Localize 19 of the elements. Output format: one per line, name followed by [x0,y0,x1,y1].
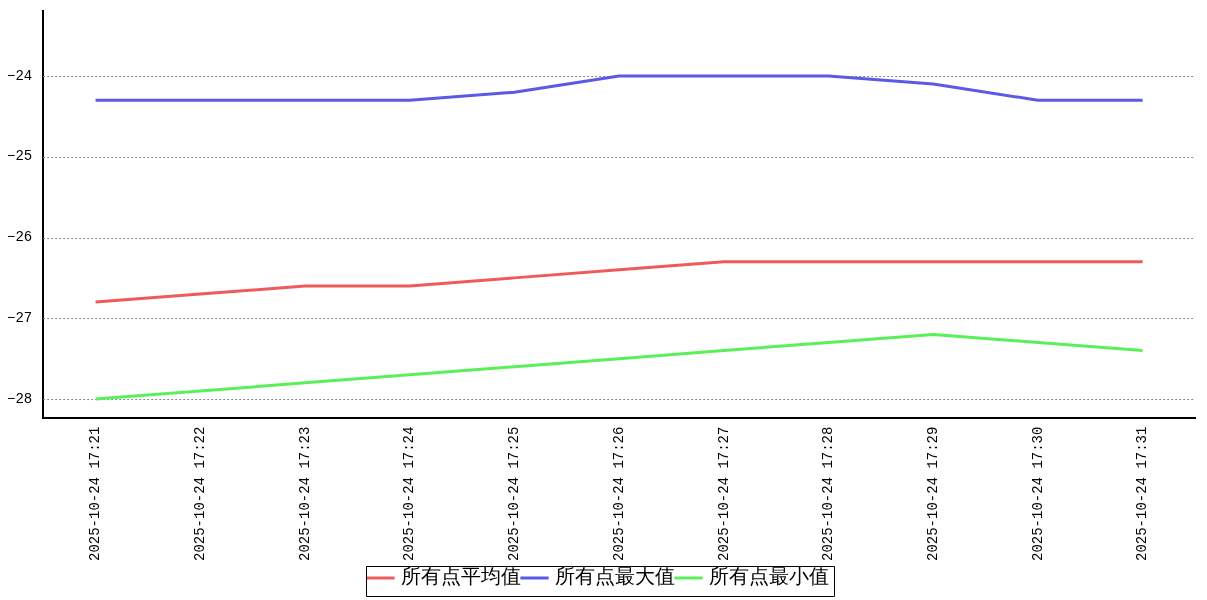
legend-label: 所有点最小值 [708,564,829,589]
x-tick-label: 2025-10-24 17:27 [715,426,732,561]
x-tick-label: 2025-10-24 17:28 [820,426,837,561]
y-tick-label: −27 [6,309,33,326]
x-tick-label: 2025-10-24 17:23 [296,426,313,561]
x-tick-label: 2025-10-24 17:30 [1029,426,1046,561]
legend-label: 所有点平均值 [400,564,521,589]
y-tick-label: −24 [6,67,33,84]
x-tick-label: 2025-10-24 17:31 [1134,426,1151,561]
x-tick-label: 2025-10-24 17:24 [401,426,418,561]
x-tick-label: 2025-10-24 17:26 [610,426,627,561]
y-tick-label: −28 [6,390,33,407]
x-tick-label: 2025-10-24 17:22 [191,426,208,561]
y-tick-label: −25 [6,148,33,165]
x-tick-label: 2025-10-24 17:21 [87,426,104,561]
y-tick-label: −26 [6,229,33,246]
legend-label: 所有点最大值 [554,564,675,589]
x-tick-label: 2025-10-24 17:25 [506,426,523,561]
x-tick-label: 2025-10-24 17:29 [924,426,941,561]
